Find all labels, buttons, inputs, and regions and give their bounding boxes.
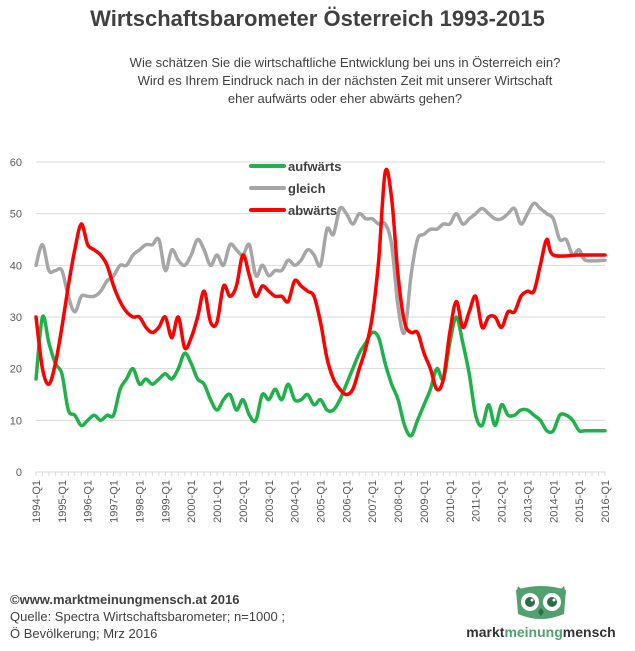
series-line-aufwaerts	[34, 314, 607, 438]
x-tick-label: 2002-Q1	[238, 480, 250, 523]
series-line-abwaerts	[34, 167, 607, 397]
x-tick-label: 2001-Q1	[212, 480, 224, 523]
chart-title: Wirtschaftsbarometer Österreich 1993-201…	[90, 6, 545, 31]
subtitle-line-2: Wird es Ihrem Eindruck nach in der nächs…	[137, 73, 553, 88]
x-tick-label: 2013-Q1	[522, 480, 534, 523]
x-tick-label: 2004-Q1	[290, 480, 302, 523]
x-tick-label: 2014-Q1	[548, 480, 560, 523]
x-tick-label: 1994-Q1	[31, 480, 43, 523]
x-axis: 1994-Q1 1995-Q1 1996-Q1 1997-Q1 1998-Q1 1999-…	[31, 471, 612, 523]
x-tick-label: 2003-Q1	[264, 480, 276, 523]
y-tick-label: 10	[10, 415, 22, 427]
x-tick-label: 1997-Q1	[109, 480, 121, 523]
owl-icon	[516, 586, 566, 619]
x-tick-label: 2016-Q1	[600, 480, 612, 523]
x-tick-label: 2006-Q1	[341, 480, 353, 523]
footer: ©www.marktmeinungmensch.at 2016 Quelle: …	[10, 591, 285, 642]
x-tick-label: 2015-Q1	[574, 480, 586, 523]
x-tick-label: 2010-Q1	[445, 480, 457, 523]
y-tick-label: 50	[10, 209, 22, 221]
x-tick-label: 1999-Q1	[160, 480, 172, 523]
x-tick-label: 2009-Q1	[419, 480, 431, 523]
subtitle-line-3: eher aufwärts oder eher abwärts gehen?	[227, 91, 463, 106]
legend-item-abwaerts-label: abwärts	[288, 203, 337, 218]
source-line-2: Ö Bevölkerung; Mrz 2016	[10, 626, 158, 641]
x-tick-label: 1995-Q1	[57, 480, 69, 523]
x-tick-label: 2011-Q1	[471, 480, 483, 522]
x-tick-label: 2007-Q1	[367, 480, 379, 523]
y-axis: 0 10 20 30 40 50 60	[10, 157, 22, 479]
y-tick-label: 30	[10, 312, 22, 324]
legend: aufwärts gleich abwärts	[249, 159, 341, 218]
legend-item-gleich-label: gleich	[288, 181, 326, 196]
logo-text-markt: markt	[466, 624, 505, 640]
logo-text-mensch: mensch	[562, 624, 616, 640]
source-line-1: Quelle: Spectra Wirtschaftsbarometer; n=…	[10, 609, 285, 624]
series-line-gleich	[34, 201, 607, 336]
x-tick-label: 2000-Q1	[186, 480, 198, 523]
y-tick-label: 40	[10, 260, 22, 272]
copyright-text: ©www.marktmeinungmensch.at 2016	[10, 592, 240, 607]
logo-text: marktmeinungmensch	[456, 624, 626, 640]
x-tick-label: 2008-Q1	[393, 480, 405, 523]
x-tick-label: 2012-Q1	[497, 480, 509, 523]
logo-text-meinung: meinung	[504, 624, 563, 640]
y-tick-label: 0	[16, 467, 22, 479]
y-tick-label: 20	[10, 364, 22, 376]
series-lines	[34, 167, 607, 438]
legend-item-aufwaerts-label: aufwärts	[288, 159, 341, 174]
chart-subtitle: Wie schätzen Sie die wirtschaftliche Ent…	[60, 54, 630, 108]
x-tick-label: 1998-Q1	[134, 480, 146, 523]
x-tick-label: 1996-Q1	[83, 480, 95, 523]
y-tick-label: 60	[10, 157, 22, 169]
subtitle-line-1: Wie schätzen Sie die wirtschaftliche Ent…	[129, 55, 561, 70]
x-tick-label: 2005-Q1	[316, 480, 328, 523]
logo: marktmeinungmensch	[456, 584, 626, 644]
grid	[36, 161, 605, 421]
